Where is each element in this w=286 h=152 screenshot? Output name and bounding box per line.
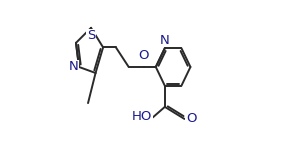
Text: O: O [186, 112, 196, 125]
Text: N: N [68, 60, 78, 73]
Text: O: O [138, 49, 149, 62]
Text: S: S [87, 29, 95, 42]
Text: N: N [160, 34, 170, 47]
Text: HO: HO [132, 110, 152, 123]
